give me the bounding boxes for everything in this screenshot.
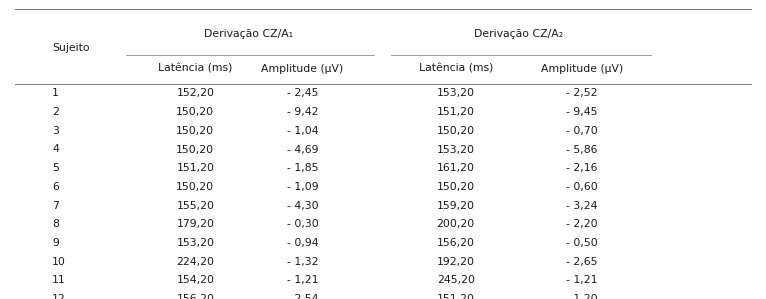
Text: - 4,30: - 4,30 [286,201,319,210]
Text: 156,20: 156,20 [176,294,214,299]
Text: Amplitude (μV): Amplitude (μV) [261,64,344,74]
Text: - 1,09: - 1,09 [286,182,319,192]
Text: - 2,45: - 2,45 [286,89,319,98]
Text: - 1,21: - 1,21 [286,275,319,285]
Text: 151,20: 151,20 [176,163,214,173]
Text: - 9,45: - 9,45 [566,107,598,117]
Text: 6: 6 [52,182,59,192]
Text: 150,20: 150,20 [176,107,214,117]
Text: - 4,69: - 4,69 [286,144,319,155]
Text: Sujeito: Sujeito [52,43,90,53]
Text: - 0,30: - 0,30 [286,219,319,229]
Text: - 1,85: - 1,85 [286,163,319,173]
Text: 4: 4 [52,144,59,155]
Text: - 1,32: - 1,32 [286,257,319,267]
Text: - 1,21: - 1,21 [566,275,598,285]
Text: Latência (ms): Latência (ms) [418,64,493,74]
Text: Amplitude (μV): Amplitude (μV) [541,64,624,74]
Text: - 2,54: - 2,54 [286,294,319,299]
Text: - 3,24: - 3,24 [566,201,598,210]
Text: 150,20: 150,20 [176,182,214,192]
Text: 156,20: 156,20 [437,238,475,248]
Text: Derivação CZ/A₁: Derivação CZ/A₁ [205,29,293,39]
Text: 155,20: 155,20 [176,201,214,210]
Text: - 0,60: - 0,60 [566,182,598,192]
Text: 161,20: 161,20 [437,163,475,173]
Text: 151,20: 151,20 [437,107,475,117]
Text: 153,20: 153,20 [437,144,475,155]
Text: - 0,70: - 0,70 [566,126,598,136]
Text: - 0,94: - 0,94 [286,238,319,248]
Text: 11: 11 [52,275,66,285]
Text: 245,20: 245,20 [437,275,475,285]
Text: - 1,20: - 1,20 [566,294,598,299]
Text: 153,20: 153,20 [437,89,475,98]
Text: 179,20: 179,20 [176,219,214,229]
Text: 1: 1 [52,89,59,98]
Text: 150,20: 150,20 [437,126,475,136]
Text: 192,20: 192,20 [437,257,475,267]
Text: 150,20: 150,20 [437,182,475,192]
Text: - 2,16: - 2,16 [566,163,598,173]
Text: 153,20: 153,20 [176,238,214,248]
Text: - 2,20: - 2,20 [566,219,598,229]
Text: Latência (ms): Latência (ms) [158,64,233,74]
Text: 7: 7 [52,201,59,210]
Text: 152,20: 152,20 [176,89,214,98]
Text: 224,20: 224,20 [176,257,214,267]
Text: 154,20: 154,20 [176,275,214,285]
Text: Derivação CZ/A₂: Derivação CZ/A₂ [474,29,563,39]
Text: 200,20: 200,20 [437,219,475,229]
Text: - 5,86: - 5,86 [566,144,598,155]
Text: 151,20: 151,20 [437,294,475,299]
Text: 150,20: 150,20 [176,144,214,155]
Text: 12: 12 [52,294,66,299]
Text: 3: 3 [52,126,59,136]
Text: 5: 5 [52,163,59,173]
Text: - 1,04: - 1,04 [286,126,319,136]
Text: - 9,42: - 9,42 [286,107,319,117]
Text: 150,20: 150,20 [176,126,214,136]
Text: 9: 9 [52,238,59,248]
Text: 10: 10 [52,257,66,267]
Text: - 0,50: - 0,50 [566,238,598,248]
Text: - 2,52: - 2,52 [566,89,598,98]
Text: 8: 8 [52,219,59,229]
Text: 159,20: 159,20 [437,201,475,210]
Text: 2: 2 [52,107,59,117]
Text: - 2,65: - 2,65 [566,257,598,267]
